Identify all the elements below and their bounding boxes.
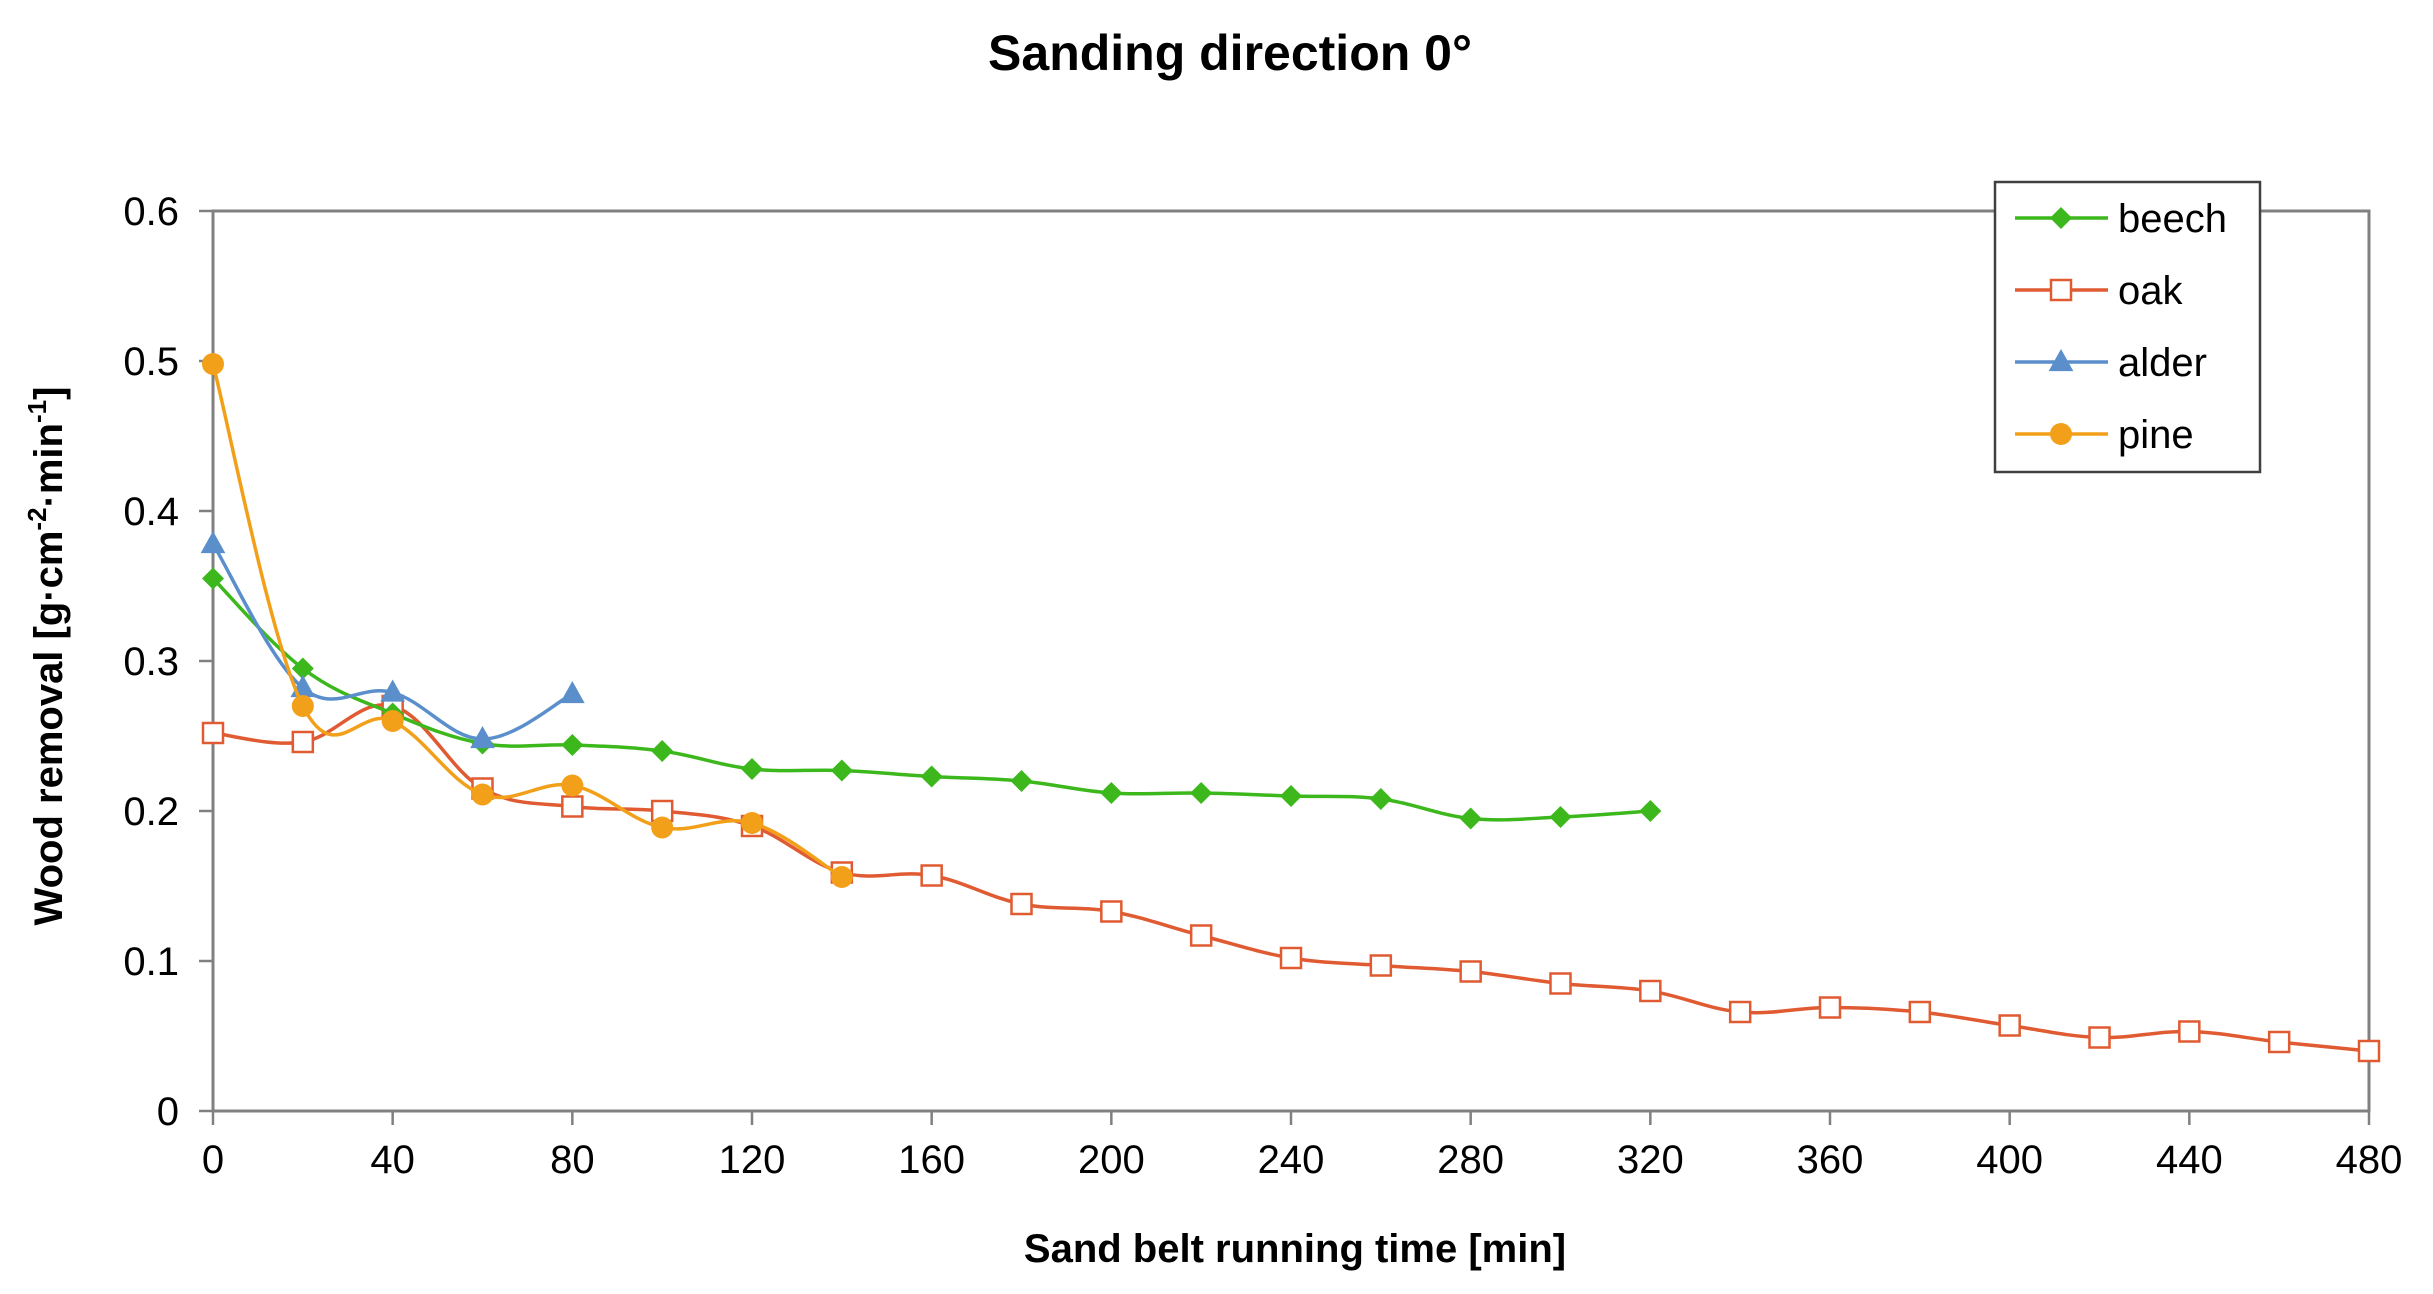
y-axis-label: Wood removal [g·cm-2·min-1] bbox=[22, 387, 71, 926]
x-axis-tick-labels: 0 40 80 120 160 200 240 280 320 360 400 440 480 bbox=[202, 1138, 2403, 1182]
x-tick-label: 160 bbox=[898, 1138, 965, 1182]
beech-point bbox=[1280, 785, 1302, 807]
beech-point bbox=[561, 734, 584, 756]
y-tick-label: 0.3 bbox=[123, 640, 179, 684]
y-tick-label: 0.2 bbox=[123, 790, 179, 834]
oak-point bbox=[201, 721, 225, 745]
chart-title: Sanding direction 0° bbox=[988, 25, 1472, 81]
oak-point bbox=[1010, 892, 1033, 916]
oak-point bbox=[1728, 1000, 1752, 1024]
oak-point bbox=[1459, 960, 1482, 983]
oak-point bbox=[1639, 979, 1662, 1003]
beech-point bbox=[1549, 806, 1572, 828]
legend-item-oak: oak bbox=[2015, 269, 2183, 313]
beech-point bbox=[741, 758, 763, 780]
oak-point bbox=[2357, 1039, 2381, 1063]
pine-point bbox=[561, 774, 584, 797]
legend-marker bbox=[2048, 349, 2074, 372]
pine-point bbox=[381, 710, 404, 732]
alder-point bbox=[380, 679, 406, 702]
beech-point bbox=[1190, 782, 1213, 804]
y-axis-label-mid: ·min bbox=[27, 423, 71, 507]
x-tick-label: 80 bbox=[550, 1138, 595, 1182]
pine-point bbox=[830, 866, 853, 888]
y-axis-label-base: Wood removal [g·cm bbox=[27, 531, 71, 926]
legend-label: beech bbox=[2118, 197, 2227, 241]
oak-point bbox=[2088, 1026, 2111, 1049]
x-tick-label: 400 bbox=[1976, 1138, 2043, 1182]
pine-point bbox=[202, 353, 224, 375]
y-axis-label-sup1: -2 bbox=[22, 507, 52, 530]
series-pine bbox=[202, 353, 853, 888]
y-axis-tick-labels: 0 0.1 0.2 0.3 0.4 0.5 0.6 bbox=[123, 190, 179, 1134]
x-tick-label: 480 bbox=[2336, 1138, 2403, 1182]
beech-point bbox=[920, 765, 943, 788]
oak-point bbox=[1818, 996, 1842, 1019]
y-axis-label-end: ] bbox=[27, 387, 71, 400]
oak-point bbox=[1549, 972, 1572, 995]
legend-item-beech: beech bbox=[2015, 197, 2227, 241]
y-tick-label: 0.4 bbox=[123, 490, 179, 534]
oak-point bbox=[1369, 954, 1393, 977]
series-layer bbox=[200, 353, 2381, 1063]
legend: beech oak alder pine bbox=[1993, 180, 2262, 474]
alder-point bbox=[200, 531, 226, 554]
x-tick-label: 280 bbox=[1437, 1138, 1504, 1182]
y-axis-label-sup2: -1 bbox=[22, 400, 52, 423]
legend-label: pine bbox=[2118, 413, 2194, 457]
pine-point bbox=[741, 812, 763, 834]
oak-point bbox=[2267, 1030, 2291, 1054]
y-tick-label: 0.6 bbox=[123, 190, 179, 234]
x-tick-label: 200 bbox=[1078, 1138, 1145, 1182]
oak-point bbox=[1100, 900, 1123, 923]
y-tick-label: 0.1 bbox=[123, 940, 179, 984]
beech-point bbox=[1100, 782, 1123, 804]
y-tick-label: 0 bbox=[157, 1090, 179, 1134]
x-tick-label: 120 bbox=[719, 1138, 786, 1182]
oak-point bbox=[1998, 1014, 2021, 1037]
x-tick-label: 240 bbox=[1258, 1138, 1325, 1182]
beech-point bbox=[1459, 807, 1482, 830]
beech-point bbox=[830, 759, 853, 782]
pine-point bbox=[291, 695, 314, 717]
alder-point bbox=[559, 681, 585, 704]
legend-label: oak bbox=[2118, 269, 2183, 313]
beech-point bbox=[202, 567, 224, 590]
x-tick-label: 0 bbox=[202, 1138, 224, 1182]
legend-box bbox=[1993, 180, 2262, 474]
beech-point bbox=[291, 657, 314, 680]
oak-point bbox=[920, 864, 943, 887]
x-tick-label: 440 bbox=[2156, 1138, 2223, 1182]
legend-item-alder: alder bbox=[2015, 341, 2207, 385]
y-tick-label: 0.5 bbox=[123, 340, 179, 384]
legend-marker bbox=[2050, 423, 2072, 445]
oak-point bbox=[1908, 1000, 1932, 1024]
x-tick-label: 320 bbox=[1617, 1138, 1684, 1182]
x-tick-label: 360 bbox=[1797, 1138, 1864, 1182]
pine-point bbox=[651, 816, 674, 839]
alder-point bbox=[470, 726, 495, 749]
beech-point bbox=[1010, 770, 1033, 792]
oak-point bbox=[1279, 946, 1303, 970]
legend-marker bbox=[2049, 278, 2073, 302]
series-alder bbox=[200, 531, 585, 749]
oak-point bbox=[291, 730, 315, 754]
legend-item-pine: pine bbox=[2015, 413, 2194, 457]
legend-label: alder bbox=[2118, 341, 2207, 385]
oak-point bbox=[561, 795, 584, 818]
oak-point bbox=[1189, 924, 1213, 947]
pine-point bbox=[471, 783, 494, 806]
x-tick-label: 40 bbox=[370, 1138, 415, 1182]
x-axis-label: Sand belt running time [min] bbox=[1024, 1227, 1566, 1271]
beech-point bbox=[1639, 800, 1662, 822]
beech-point bbox=[651, 740, 674, 762]
series-beech bbox=[202, 567, 1662, 830]
legend-marker bbox=[2050, 207, 2072, 229]
beech-point bbox=[1369, 788, 1392, 810]
oak-point bbox=[2178, 1020, 2201, 1043]
